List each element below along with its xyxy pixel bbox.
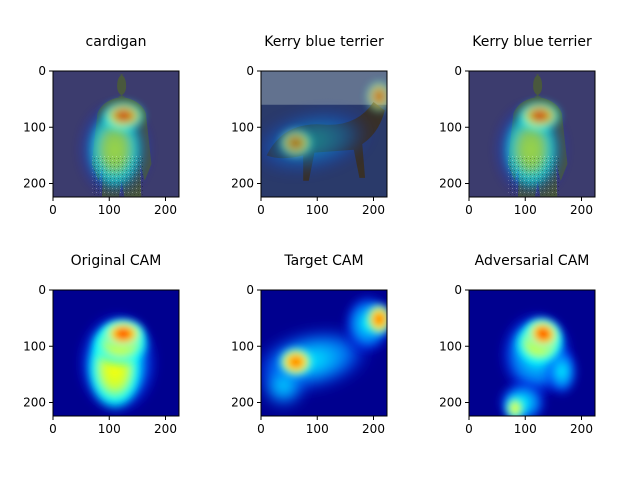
axes-frame — [260, 70, 388, 198]
x-tick-label: 100 — [514, 203, 537, 217]
heat-orange-region — [365, 80, 387, 113]
axes-frame — [468, 289, 596, 417]
heat-hot-region — [100, 318, 146, 350]
axes-frame — [468, 70, 596, 198]
heat-hot-region — [524, 316, 563, 352]
y-tick-label: 0 — [38, 64, 46, 78]
heatmap-image — [261, 290, 387, 416]
sweater-texture — [508, 155, 559, 195]
heatmap-image — [53, 290, 179, 416]
subplot-title: Kerry blue terrier — [472, 34, 592, 50]
heat-yellow-region — [505, 395, 526, 416]
x-tick-label: 200 — [362, 422, 385, 436]
y-tick-label: 200 — [231, 177, 254, 191]
y-tick-label: 200 — [231, 396, 254, 410]
subplot-title: Kerry blue terrier — [264, 34, 384, 50]
x-tick-label: 0 — [49, 422, 57, 436]
y-tick-label: 0 — [454, 64, 462, 78]
x-tick-label: 200 — [154, 422, 177, 436]
y-tick-label: 100 — [23, 339, 46, 353]
subplot-title: Target CAM — [283, 253, 363, 269]
y-tick-label: 200 — [439, 177, 462, 191]
y-tick-label: 100 — [439, 339, 462, 353]
y-tick-label: 0 — [454, 283, 462, 297]
axes-frame — [52, 289, 180, 417]
x-tick-label: 200 — [362, 203, 385, 217]
y-tick-label: 0 — [246, 64, 254, 78]
y-tick-label: 100 — [439, 120, 462, 134]
x-tick-label: 100 — [306, 422, 329, 436]
sweater-texture — [92, 155, 143, 195]
heatmap-image — [53, 71, 179, 197]
heat-hot-region — [516, 100, 562, 132]
x-tick-label: 200 — [154, 203, 177, 217]
subplot-title: Original CAM — [71, 253, 162, 269]
axes-frame — [260, 289, 388, 417]
y-tick-label: 200 — [439, 396, 462, 410]
y-tick-label: 100 — [231, 120, 254, 134]
y-tick-label: 200 — [23, 177, 46, 191]
y-tick-label: 100 — [23, 120, 46, 134]
x-tick-label: 200 — [570, 422, 593, 436]
x-tick-label: 200 — [570, 203, 593, 217]
x-tick-label: 100 — [306, 203, 329, 217]
subplot-title: cardigan — [86, 34, 147, 50]
heatmap-image — [469, 71, 595, 197]
x-tick-label: 100 — [98, 422, 121, 436]
x-tick-label: 0 — [465, 422, 473, 436]
y-tick-label: 200 — [23, 396, 46, 410]
heatmap-image — [261, 71, 387, 197]
x-tick-label: 0 — [49, 203, 57, 217]
y-tick-label: 0 — [246, 283, 254, 297]
x-tick-label: 0 — [465, 203, 473, 217]
heat-hot-region — [100, 100, 146, 132]
y-tick-label: 0 — [38, 283, 46, 297]
heat-orange-region — [279, 347, 313, 377]
x-tick-label: 0 — [257, 203, 265, 217]
heat-orange-region — [279, 128, 313, 158]
x-tick-label: 100 — [98, 203, 121, 217]
x-tick-label: 0 — [257, 422, 265, 436]
heat-orange-region — [365, 303, 387, 335]
axes-frame — [52, 70, 180, 198]
heatmap-image — [469, 290, 595, 416]
subplot-title: Adversarial CAM — [475, 253, 590, 269]
y-tick-label: 100 — [231, 339, 254, 353]
x-tick-label: 100 — [514, 422, 537, 436]
